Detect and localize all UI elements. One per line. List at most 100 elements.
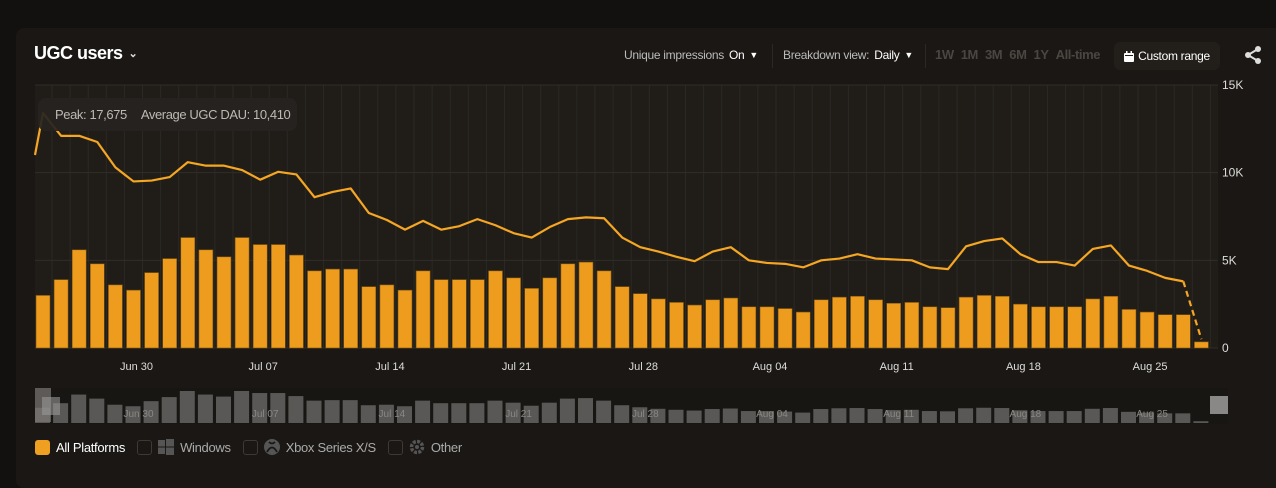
bar [90, 263, 105, 349]
legend-label: Other [430, 439, 462, 455]
navigator-bar [1048, 411, 1064, 423]
range-all-time[interactable]: All-time [1055, 47, 1101, 62]
line-series-projected-segment [1182, 281, 1203, 340]
checkbox-checked[interactable] [35, 439, 50, 455]
chevron-down-icon: ▼ [904, 50, 914, 60]
bar [976, 295, 992, 349]
navigator-bar [505, 402, 521, 423]
legend-label: Windows [180, 439, 231, 455]
bar [343, 268, 359, 349]
ugc-users-chart: 0 5K 10K 15K Jun 30 Jul 07 Jul 14 Jul 21 Jul 28 A… [33, 78, 1243, 424]
bar [252, 244, 268, 349]
average-value: Average UGC DAU: 10,410 [140, 107, 291, 122]
bar [524, 288, 540, 349]
unique-impressions-dropdown[interactable]: Unique impressions On ▼ [624, 48, 758, 62]
bar [289, 254, 304, 349]
legend-xbox[interactable]: Xbox Series X/S [242, 439, 376, 455]
x-tick-label: Aug 11 [880, 361, 914, 373]
bar [886, 302, 902, 349]
navigator-tick-label: Aug 11 [883, 409, 914, 420]
navigator-bar [161, 397, 177, 423]
breakdown-value: Daily [874, 48, 900, 62]
bar [1013, 303, 1028, 349]
bar [1085, 298, 1101, 349]
range-1m[interactable]: 1M [960, 47, 979, 62]
bar [71, 249, 87, 349]
navigator-bar [89, 398, 105, 423]
navigator-bar [596, 400, 612, 423]
navigator-bar [759, 411, 774, 423]
navigator-bar [1030, 411, 1046, 423]
bar [596, 270, 612, 349]
navigator-bar [252, 393, 268, 423]
checkbox[interactable] [387, 439, 403, 455]
navigator-bar [559, 398, 575, 423]
bar [379, 284, 395, 349]
bar [415, 270, 431, 349]
navigator-bar [1066, 411, 1082, 423]
bar [361, 286, 377, 349]
share-icon[interactable] [1244, 45, 1262, 65]
bar [904, 302, 920, 349]
navigator-tick-label: Jul 28 [632, 409, 659, 420]
xbox-icon [263, 439, 280, 455]
x-tick-label: Jul 07 [249, 361, 278, 373]
legend-all-platforms[interactable]: All Platforms [35, 439, 125, 455]
navigator-bar [288, 396, 304, 423]
navigator-tick-label: Jul 14 [379, 409, 406, 420]
x-tick-label: Jun 30 [120, 361, 153, 373]
navigator-bar [71, 394, 87, 423]
navigator-bar [197, 394, 213, 423]
bar [1031, 306, 1046, 349]
metric-selector[interactable]: UGC users ⌄ [34, 43, 138, 64]
gear-icon [409, 439, 425, 455]
legend-other[interactable]: Other [387, 439, 462, 455]
bar [198, 249, 214, 349]
bar [35, 295, 51, 349]
legend-windows[interactable]: Windows [137, 439, 231, 455]
navigator-bar [342, 400, 358, 423]
navigator-bar [921, 411, 937, 423]
bar [850, 295, 865, 349]
navigator-bar [795, 412, 811, 423]
bar [270, 244, 286, 349]
y-tick-label: 0 [1222, 341, 1229, 355]
breakdown-label: Breakdown view: [783, 48, 870, 62]
calendar-icon [1124, 50, 1135, 62]
x-tick-label: Aug 04 [753, 361, 788, 373]
navigator-bar [324, 400, 340, 423]
bar [868, 299, 883, 349]
chevron-down-icon: ⌄ [128, 48, 138, 60]
navigator-bar [1121, 411, 1136, 423]
range-1y[interactable]: 1Y [1033, 47, 1050, 62]
bar [1103, 295, 1119, 349]
navigator-left-handle-grip[interactable] [42, 397, 60, 415]
range-1w[interactable]: 1W [935, 47, 954, 62]
bar [687, 304, 702, 349]
navigator [35, 388, 1228, 424]
bar [723, 297, 739, 349]
page-title: UGC users [34, 43, 123, 63]
navigator-tick-label: Aug 25 [1136, 409, 1168, 420]
bar [741, 306, 757, 349]
breakdown-view-dropdown[interactable]: Breakdown view: Daily ▼ [783, 48, 913, 62]
legend-label: Xbox Series X/S [285, 439, 376, 455]
bar [1139, 311, 1155, 349]
bar [126, 289, 141, 349]
bar [940, 307, 956, 349]
custom-range-button[interactable]: Custom range [1114, 42, 1220, 70]
checkbox[interactable] [242, 439, 258, 455]
range-3m[interactable]: 3M [984, 47, 1003, 62]
bar [216, 256, 232, 349]
navigator-bar [306, 400, 322, 423]
divider [772, 44, 773, 68]
navigator-right-handle[interactable] [1210, 396, 1228, 414]
bar [759, 306, 775, 349]
checkbox[interactable] [137, 439, 153, 455]
bar [651, 298, 666, 349]
navigator-tick-label: Aug 18 [1010, 409, 1042, 420]
bar [53, 279, 69, 349]
navigator-bar [668, 409, 684, 423]
range-6m[interactable]: 6M [1009, 47, 1027, 62]
navigator-bar [650, 408, 666, 423]
